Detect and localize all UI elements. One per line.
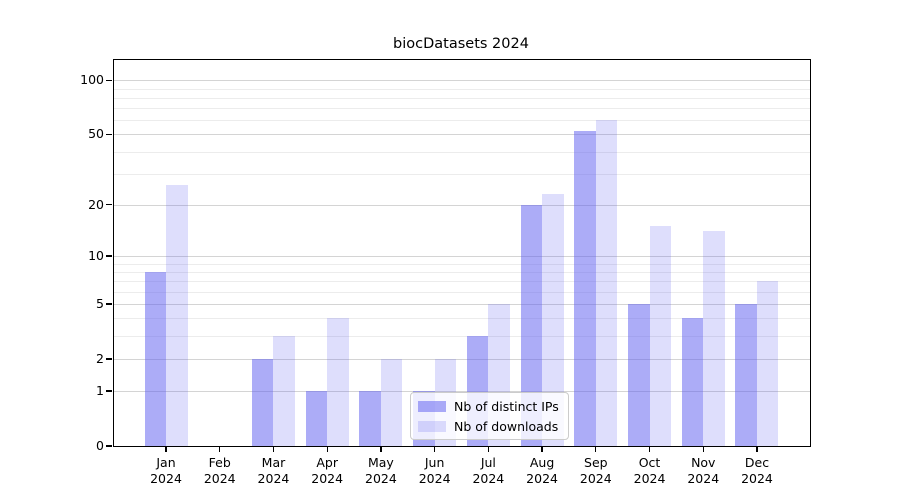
bar-downloads xyxy=(380,358,403,446)
minor-gridline xyxy=(114,88,810,90)
x-tick-label: Aug 2024 xyxy=(526,455,558,486)
x-tick xyxy=(165,446,167,452)
y-tick xyxy=(106,303,112,305)
major-gridline xyxy=(114,255,810,257)
chart-title: biocDatasets 2024 xyxy=(393,36,529,52)
bar-distinct-ips xyxy=(305,391,328,446)
y-tick xyxy=(106,390,112,392)
x-tick-label: Sep 2024 xyxy=(579,455,612,486)
x-tick-label: Dec 2024 xyxy=(741,455,773,486)
minor-gridline xyxy=(114,271,810,273)
bar-distinct-ips xyxy=(359,391,381,446)
y-tick-label: 10 xyxy=(88,247,104,263)
bar-downloads xyxy=(595,120,618,446)
bar-downloads xyxy=(756,281,779,446)
x-tick xyxy=(326,446,328,452)
major-gridline xyxy=(114,358,810,360)
bar-distinct-ips xyxy=(144,271,166,446)
major-gridline xyxy=(114,391,810,393)
y-tick-label: 100 xyxy=(80,72,104,88)
y-tick-label: 20 xyxy=(88,196,104,212)
legend-swatch-distinct-ips xyxy=(418,400,446,412)
minor-gridline xyxy=(114,291,810,293)
x-tick xyxy=(756,446,758,452)
major-gridline xyxy=(114,304,810,305)
x-tick xyxy=(702,446,704,452)
minor-gridline xyxy=(114,120,810,122)
x-tick xyxy=(272,446,275,452)
x-tick-label: Nov 2024 xyxy=(687,455,720,486)
y-tick xyxy=(106,358,112,360)
bar-distinct-ips xyxy=(735,304,757,446)
minor-gridline xyxy=(114,97,810,99)
bar-distinct-ips xyxy=(681,318,704,446)
x-tick xyxy=(433,446,436,452)
y-tick xyxy=(106,255,112,257)
legend-item: Nb of distinct IPs xyxy=(418,398,559,414)
legend-label: Nb of downloads xyxy=(454,418,559,434)
x-tick xyxy=(648,446,651,452)
x-tick-label: Feb 2024 xyxy=(203,455,236,486)
minor-gridline xyxy=(114,336,810,338)
minor-gridline xyxy=(114,318,810,320)
bar-downloads xyxy=(649,226,672,446)
minor-gridline xyxy=(114,281,810,283)
y-tick-label: 5 xyxy=(96,296,104,311)
bar-distinct-ips xyxy=(628,304,650,446)
bar-downloads xyxy=(166,184,188,446)
minor-gridline xyxy=(114,263,810,265)
x-tick xyxy=(380,446,382,452)
y-tick xyxy=(106,445,112,447)
x-tick xyxy=(595,446,597,452)
y-tick-label: 0 xyxy=(96,438,104,453)
y-tick-label: 50 xyxy=(88,126,104,142)
x-tick xyxy=(541,446,543,452)
x-tick-label: Jul 2024 xyxy=(472,455,505,486)
legend: Nb of distinct IPs Nb of downloads xyxy=(410,392,569,440)
minor-gridline xyxy=(114,108,810,110)
legend-item: Nb of downloads xyxy=(418,418,559,434)
x-tick xyxy=(487,446,489,452)
x-tick-label: Jan 2024 xyxy=(150,455,182,486)
x-tick-label: Oct 2024 xyxy=(633,455,666,486)
bar-downloads xyxy=(327,318,349,446)
major-gridline xyxy=(114,204,810,206)
bar-distinct-ips xyxy=(251,358,274,446)
minor-gridline xyxy=(114,151,810,153)
bar-downloads xyxy=(542,194,564,446)
y-tick xyxy=(106,204,112,206)
major-gridline xyxy=(114,80,810,82)
y-tick-label: 2 xyxy=(96,350,104,366)
x-tick-label: Mar 2024 xyxy=(257,455,290,486)
x-tick-label: May 2024 xyxy=(365,455,397,486)
x-tick xyxy=(219,446,221,452)
legend-label: Nb of distinct IPs xyxy=(454,398,559,414)
x-tick-label: Apr 2024 xyxy=(311,455,344,486)
minor-gridline xyxy=(114,173,810,175)
y-tick xyxy=(106,79,112,81)
plot-area: 0 1 2 5 10 20 50 100 Jan 2024 Feb 2024 Mar 2024 Apr… xyxy=(80,59,811,486)
y-tick xyxy=(106,133,112,136)
x-tick-label: Jun 2024 xyxy=(418,455,451,486)
major-gridline xyxy=(114,134,810,136)
bar-downloads xyxy=(273,336,295,446)
bar-downloads xyxy=(703,231,725,446)
y-tick-label: 1 xyxy=(96,383,104,399)
bar-distinct-ips xyxy=(520,204,543,446)
legend-swatch-downloads xyxy=(418,420,446,432)
bar-distinct-ips xyxy=(574,131,596,446)
